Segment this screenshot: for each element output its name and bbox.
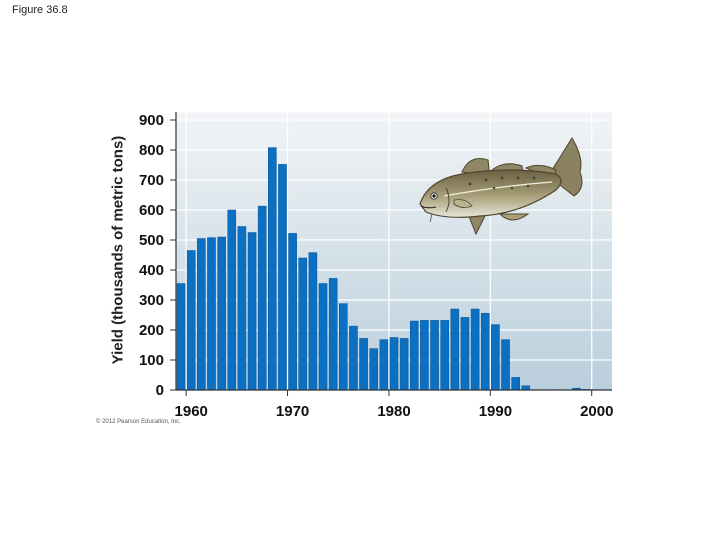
bar-1977 xyxy=(359,338,368,391)
bar-1973 xyxy=(318,283,328,391)
bar-1970 xyxy=(288,233,297,391)
cod-fish-illustration xyxy=(419,137,583,236)
bar-1962 xyxy=(207,237,216,391)
y-tick-label: 700 xyxy=(139,172,164,189)
bar-1981 xyxy=(399,338,409,391)
bar-1969 xyxy=(278,164,287,391)
y-tick-label: 200 xyxy=(139,322,164,339)
bar-1985 xyxy=(440,320,450,391)
bar-1992 xyxy=(511,377,520,391)
axes: 0 100 200 300 400 500 600 700 800 900 1960 1970 1980… xyxy=(139,112,613,420)
bars xyxy=(176,147,602,391)
bar-1990 xyxy=(491,324,500,391)
y-tick-label: 100 xyxy=(139,352,164,369)
bar-1984 xyxy=(430,320,439,391)
bar-1991 xyxy=(501,339,510,391)
bar-1976 xyxy=(349,325,358,391)
bar-1963 xyxy=(217,236,226,391)
x-tick-label: 1970 xyxy=(276,403,309,420)
x-tick-label: 2000 xyxy=(580,403,613,420)
bar-1987 xyxy=(460,317,470,391)
bar-1993 xyxy=(521,385,531,391)
bar-1968 xyxy=(268,147,277,391)
bar-1971 xyxy=(298,257,308,391)
bar-1965 xyxy=(237,226,247,391)
bar-1975 xyxy=(338,303,348,391)
bar-1966 xyxy=(247,232,257,391)
y-tick-label: 800 xyxy=(139,142,164,159)
bar-1967 xyxy=(257,205,267,391)
x-tick-label: 1960 xyxy=(175,403,208,420)
x-tick-label: 1990 xyxy=(479,403,512,420)
bar-1982 xyxy=(409,320,419,391)
bar-1988 xyxy=(470,308,480,391)
y-tick-label: 0 xyxy=(156,382,164,399)
bar-1989 xyxy=(480,312,490,391)
y-tick-label: 300 xyxy=(139,292,164,309)
bar-1980 xyxy=(389,337,399,391)
bar-1983 xyxy=(420,320,429,391)
y-tick-label: 900 xyxy=(139,112,164,129)
bar-1960 xyxy=(186,250,196,391)
y-tick-label: 400 xyxy=(139,262,164,279)
bar-1986 xyxy=(450,308,460,391)
bar-1959 xyxy=(176,283,186,391)
bar-1974 xyxy=(328,278,338,391)
bar-1979 xyxy=(379,339,389,391)
copyright-notice: © 2012 Pearson Education, Inc. xyxy=(96,419,181,425)
bar-1972 xyxy=(308,252,318,391)
x-tick-label: 1980 xyxy=(377,403,410,420)
bar-1961 xyxy=(197,238,206,391)
figure-label: Figure 36.8 xyxy=(12,4,68,16)
bar-1978 xyxy=(369,348,379,391)
bar-1964 xyxy=(227,209,237,391)
y-tick-label: 500 xyxy=(139,232,164,249)
y-tick-label: 600 xyxy=(139,202,164,219)
